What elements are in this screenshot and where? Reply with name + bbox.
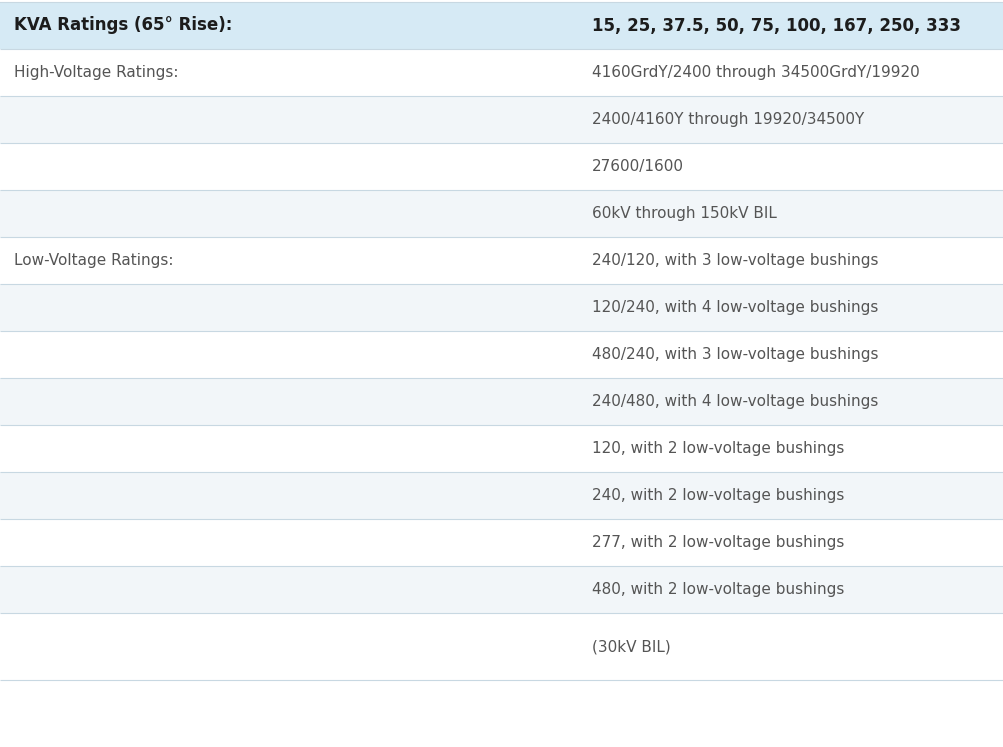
Bar bbox=[0, 425, 1003, 472]
Bar bbox=[0, 2, 1003, 49]
Text: 480/240, with 3 low-voltage bushings: 480/240, with 3 low-voltage bushings bbox=[592, 347, 878, 362]
Text: 277, with 2 low-voltage bushings: 277, with 2 low-voltage bushings bbox=[592, 535, 844, 550]
Text: 120, with 2 low-voltage bushings: 120, with 2 low-voltage bushings bbox=[592, 441, 844, 456]
Text: 4160GrdY/2400 through 34500GrdY/19920: 4160GrdY/2400 through 34500GrdY/19920 bbox=[592, 65, 919, 80]
Text: 60kV through 150kV BIL: 60kV through 150kV BIL bbox=[592, 206, 776, 221]
Text: 15, 25, 37.5, 50, 75, 100, 167, 250, 333: 15, 25, 37.5, 50, 75, 100, 167, 250, 333 bbox=[592, 16, 960, 34]
Bar bbox=[0, 519, 1003, 566]
Bar bbox=[0, 143, 1003, 190]
Bar bbox=[0, 613, 1003, 680]
Text: 240/480, with 4 low-voltage bushings: 240/480, with 4 low-voltage bushings bbox=[592, 394, 878, 409]
Bar bbox=[0, 378, 1003, 425]
Text: 240, with 2 low-voltage bushings: 240, with 2 low-voltage bushings bbox=[592, 488, 844, 503]
Text: 2400/4160Y through 19920/34500Y: 2400/4160Y through 19920/34500Y bbox=[592, 112, 864, 127]
Text: 27600/1600: 27600/1600 bbox=[592, 159, 683, 174]
Text: Low-Voltage Ratings:: Low-Voltage Ratings: bbox=[14, 253, 174, 268]
Bar bbox=[0, 49, 1003, 96]
Bar bbox=[0, 190, 1003, 237]
Text: 480, with 2 low-voltage bushings: 480, with 2 low-voltage bushings bbox=[592, 582, 844, 597]
Text: High-Voltage Ratings:: High-Voltage Ratings: bbox=[14, 65, 179, 80]
Bar bbox=[0, 96, 1003, 143]
Text: (30kV BIL): (30kV BIL) bbox=[592, 639, 670, 654]
Bar bbox=[0, 284, 1003, 331]
Bar bbox=[0, 566, 1003, 613]
Text: 120/240, with 4 low-voltage bushings: 120/240, with 4 low-voltage bushings bbox=[592, 300, 878, 315]
Text: 240/120, with 3 low-voltage bushings: 240/120, with 3 low-voltage bushings bbox=[592, 253, 878, 268]
Bar bbox=[0, 472, 1003, 519]
Bar bbox=[0, 237, 1003, 284]
Bar bbox=[0, 331, 1003, 378]
Text: KVA Ratings (65° Rise):: KVA Ratings (65° Rise): bbox=[14, 16, 232, 34]
